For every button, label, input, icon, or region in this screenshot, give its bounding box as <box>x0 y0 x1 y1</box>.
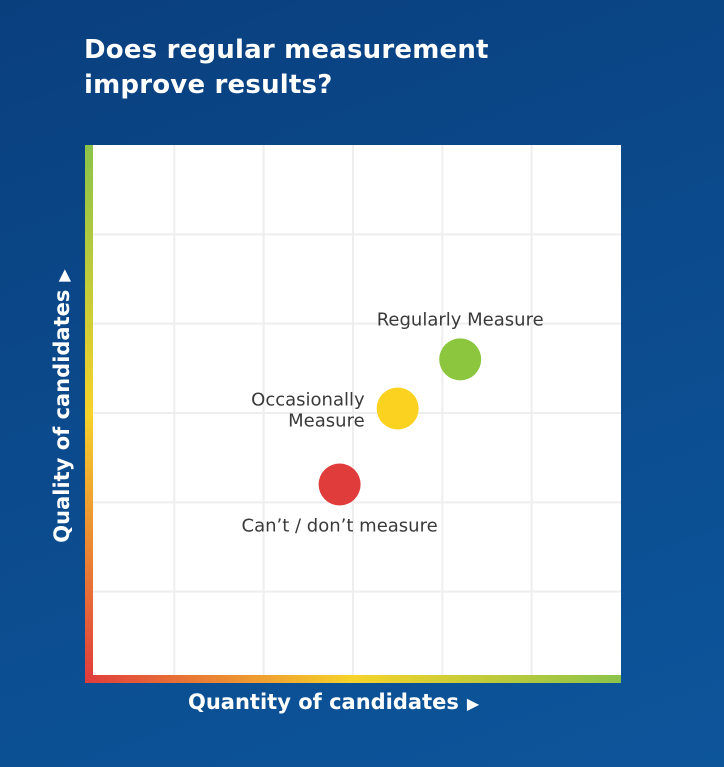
data-points: Regularly Measure Occasionally Measure Can’… <box>242 309 544 536</box>
grid <box>85 145 621 681</box>
data-point-label: Regularly Measure <box>377 309 544 330</box>
x-axis-bar <box>85 675 621 683</box>
data-point-label: Can’t / don’t measure <box>242 515 438 536</box>
y-axis-label: Quality of candidates▶ <box>50 269 74 543</box>
arrow-right-icon: ▶ <box>466 694 480 713</box>
x-axis-label: Quantity of candidates ▶ <box>188 690 480 714</box>
y-axis-bar <box>85 145 93 681</box>
data-point-label: Occasionally Measure <box>251 390 365 432</box>
arrow-right-icon: ▶ <box>54 269 73 282</box>
data-point <box>376 387 419 430</box>
page-title: Does regular measurement improve results… <box>84 35 489 100</box>
data-point <box>318 463 361 506</box>
data-point <box>439 338 482 381</box>
